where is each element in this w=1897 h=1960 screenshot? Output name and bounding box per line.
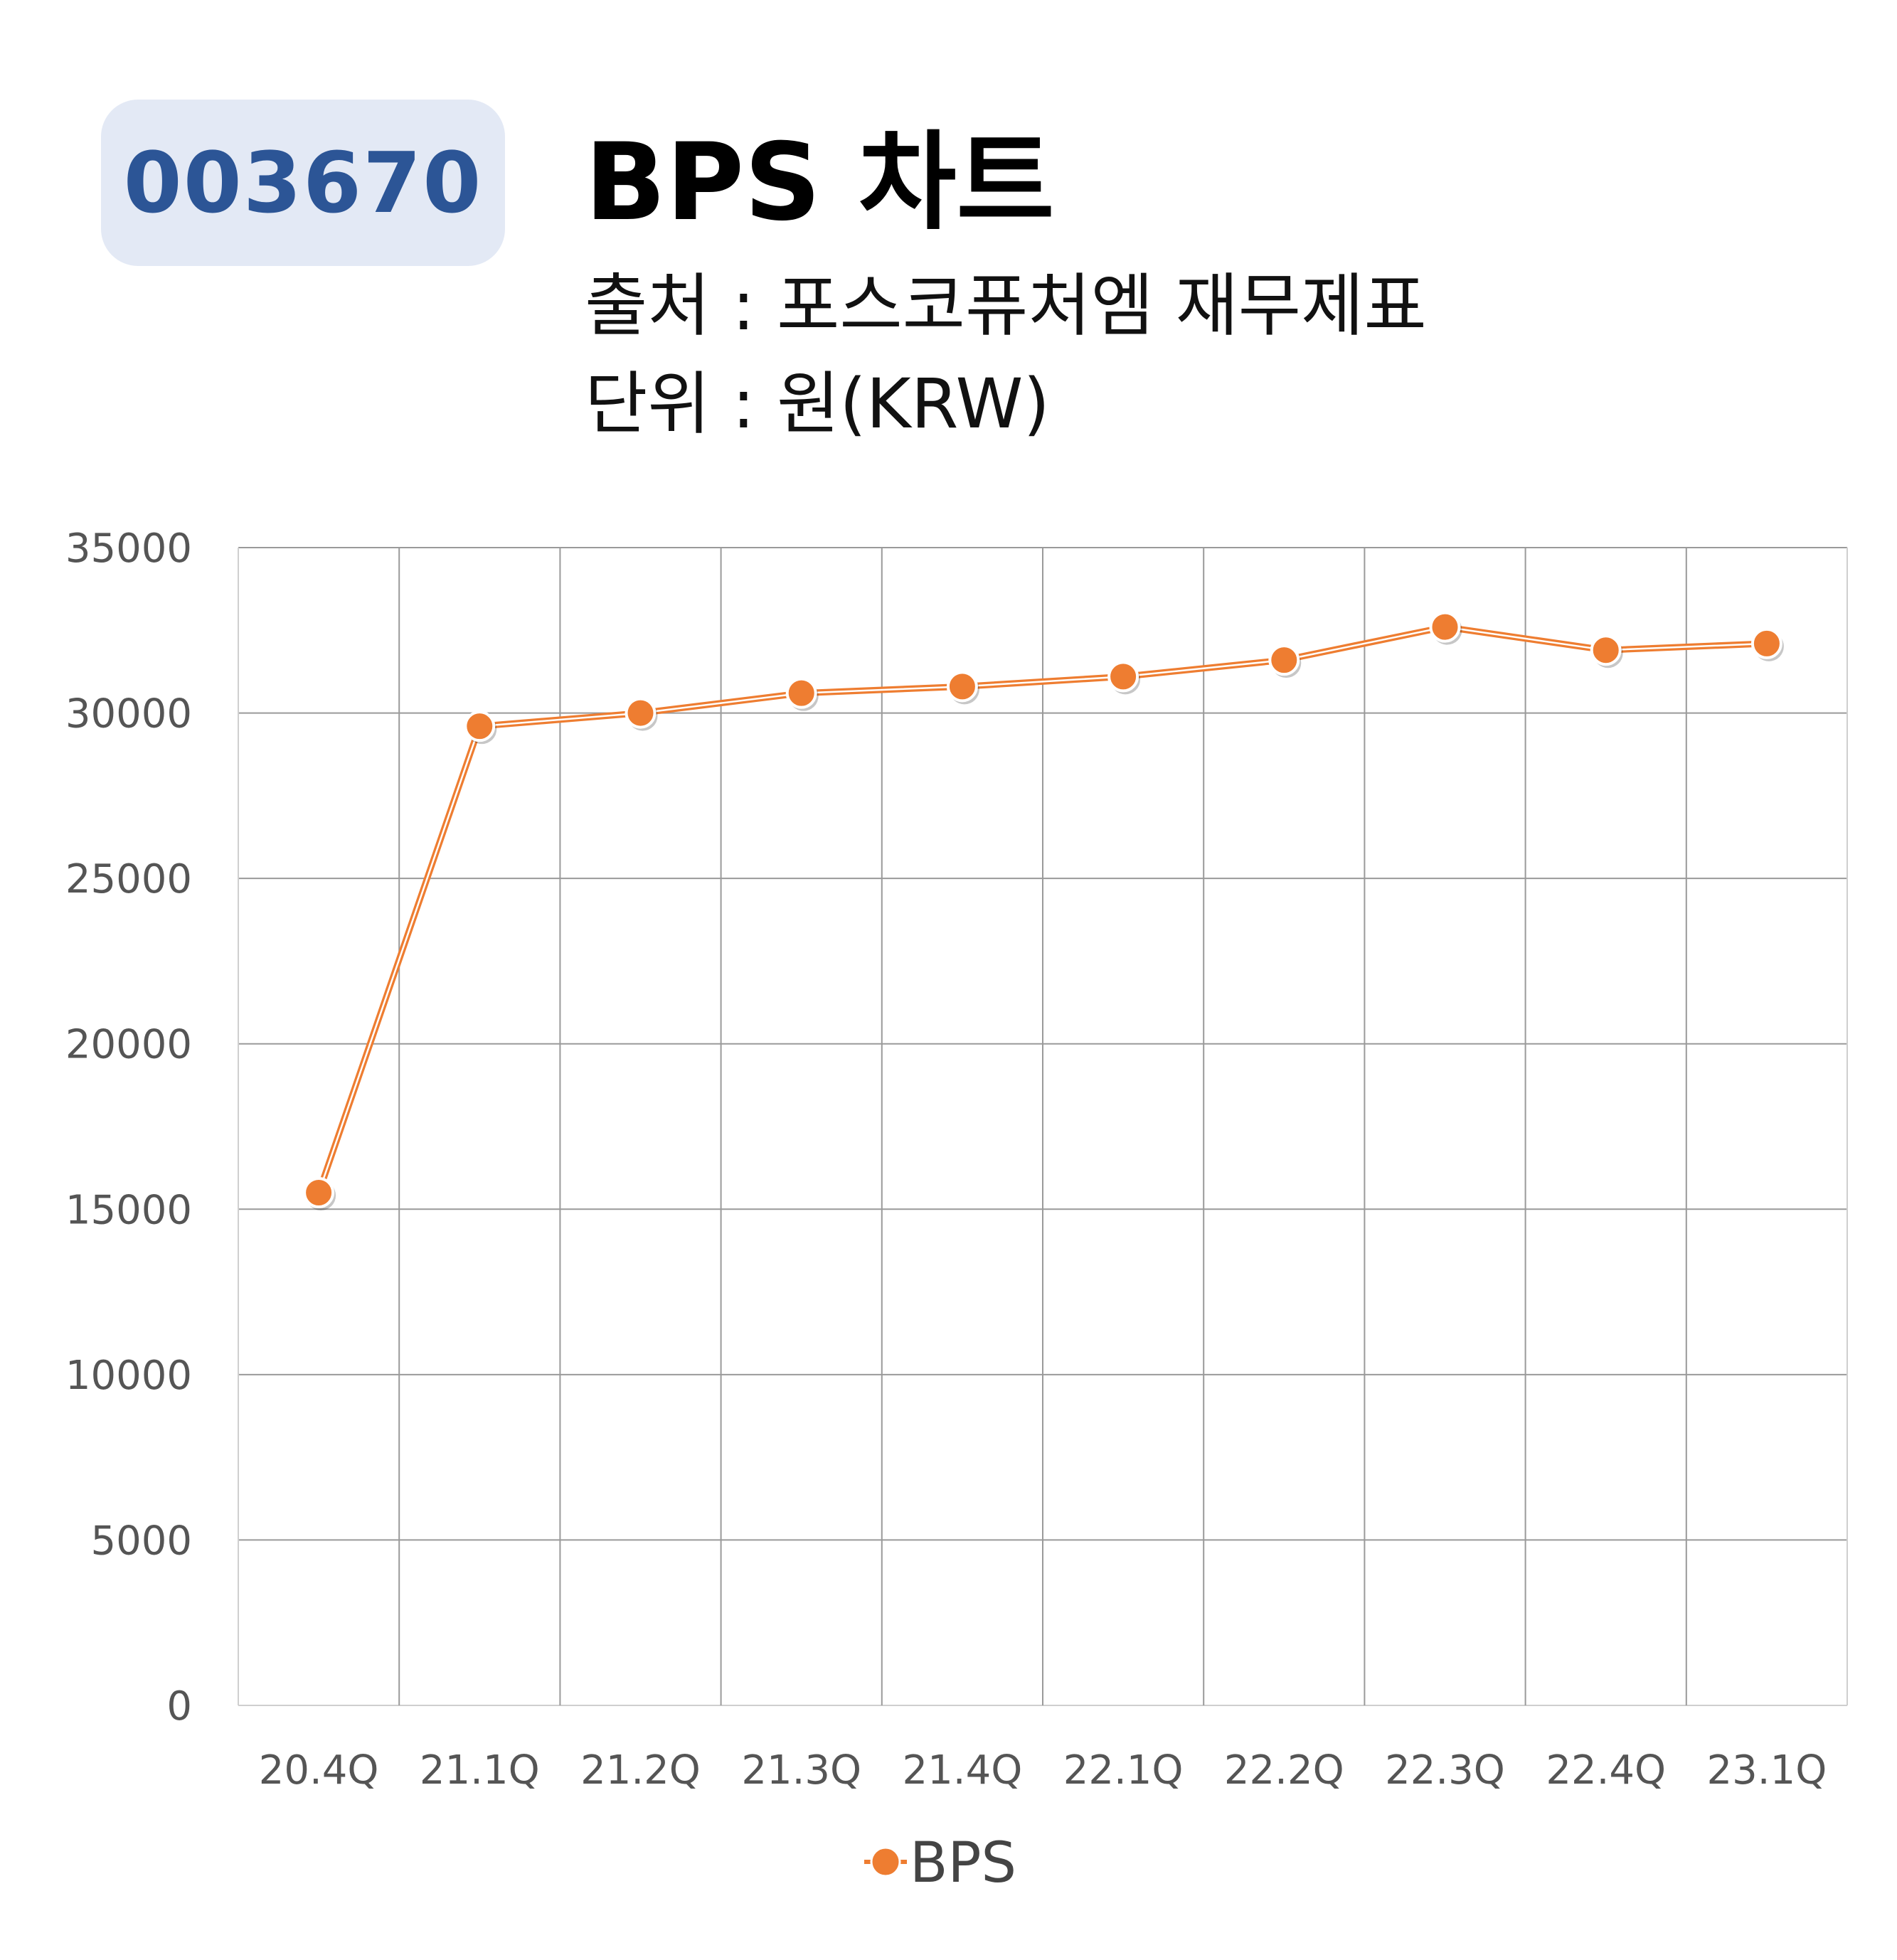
data-point bbox=[625, 697, 657, 729]
data-point bbox=[1107, 661, 1139, 693]
x-tick-label: 23.1Q bbox=[1707, 1747, 1827, 1794]
x-tick-label: 20.4Q bbox=[259, 1747, 379, 1794]
data-point bbox=[785, 677, 817, 709]
data-point bbox=[1750, 627, 1782, 659]
y-tick-label: 35000 bbox=[65, 526, 192, 572]
y-axis-labels: 0 5000 10000 15000 20000 25000 30000 35000 bbox=[65, 526, 192, 1730]
legend: BPS bbox=[864, 1831, 1016, 1895]
chart-title: BPS 차트 bbox=[585, 121, 1055, 245]
x-tick-label: 21.1Q bbox=[420, 1747, 540, 1794]
y-tick-label: 15000 bbox=[65, 1187, 192, 1233]
x-tick-label: 22.4Q bbox=[1546, 1747, 1666, 1794]
chart-grid bbox=[238, 547, 1848, 1706]
x-tick-label: 21.4Q bbox=[903, 1747, 1023, 1794]
bps-series bbox=[315, 624, 1768, 1194]
stock-code: 003670 bbox=[123, 134, 483, 232]
y-tick-label: 30000 bbox=[65, 691, 192, 737]
y-tick-label: 25000 bbox=[65, 856, 192, 902]
data-point bbox=[464, 710, 496, 742]
source-label: 출처 : 포스코퓨처엠 재무제표 bbox=[585, 266, 1427, 346]
legend-marker bbox=[870, 1846, 901, 1878]
data-point bbox=[1590, 634, 1622, 666]
stock-code-badge: 003670 bbox=[101, 100, 505, 266]
x-tick-label: 21.2Q bbox=[580, 1747, 701, 1794]
data-point bbox=[303, 1177, 335, 1209]
data-point bbox=[946, 671, 978, 703]
data-point bbox=[1268, 644, 1300, 676]
unit-label: 단위 : 원(KRW) bbox=[585, 364, 1050, 444]
x-tick-label: 22.1Q bbox=[1063, 1747, 1184, 1794]
x-tick-label: 22.3Q bbox=[1385, 1747, 1505, 1794]
y-tick-label: 10000 bbox=[65, 1353, 192, 1399]
y-tick-label: 5000 bbox=[90, 1518, 192, 1564]
y-tick-label: 20000 bbox=[65, 1022, 192, 1068]
x-axis-labels: 20.4Q 21.1Q 21.2Q 21.3Q 21.4Q 22.1Q 22.2Q 22.3Q… bbox=[259, 1747, 1827, 1794]
legend-label: BPS bbox=[910, 1831, 1016, 1895]
x-tick-label: 22.2Q bbox=[1224, 1747, 1344, 1794]
x-tick-label: 21.3Q bbox=[741, 1747, 861, 1794]
bps-series-line-highlight bbox=[317, 626, 1767, 1193]
bps-points bbox=[303, 611, 1784, 1211]
y-tick-label: 0 bbox=[166, 1683, 192, 1730]
data-point bbox=[1429, 611, 1461, 643]
